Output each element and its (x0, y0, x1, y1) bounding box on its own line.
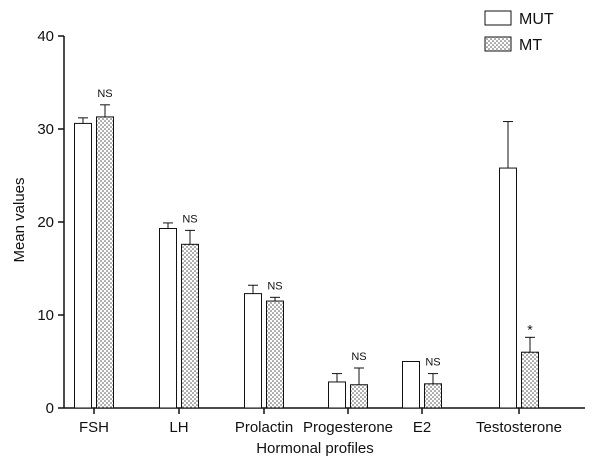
y-tick-label: 30 (37, 121, 54, 138)
y-tick-label: 10 (37, 307, 54, 324)
significance-label: NS (351, 351, 366, 363)
bar-mt (96, 116, 114, 409)
y-tick-label: 20 (37, 214, 54, 231)
y-axis-label: Mean values (11, 177, 28, 262)
bar-mt (424, 383, 442, 409)
legend-label-mut: MUT (519, 11, 554, 28)
legend-swatch-mt (484, 36, 512, 52)
bar-mt (521, 351, 539, 409)
significance-label: NS (97, 88, 112, 100)
bar-mut (244, 293, 262, 409)
x-tick-label: Testosterone (476, 419, 562, 436)
y-tick-label: 0 (46, 400, 54, 417)
legend-label-mt: MT (519, 37, 542, 54)
bar-mut (499, 167, 517, 409)
x-tick-label: Prolactin (235, 419, 293, 436)
significance-label: NS (267, 280, 282, 292)
significance-label: NS (425, 357, 440, 369)
bar-mut (328, 381, 346, 409)
x-tick-label: FSH (79, 419, 109, 436)
bar-mut (402, 361, 420, 409)
bar-mut (159, 228, 177, 409)
y-tick-label: 40 (37, 28, 54, 45)
bar-mt (181, 243, 199, 409)
legend-swatch-mut (484, 10, 512, 26)
significance-label: NS (182, 213, 197, 225)
bar-mt (266, 300, 284, 409)
significance-label: * (527, 321, 533, 337)
bar-mt (350, 384, 368, 409)
bar-mut (74, 122, 92, 409)
x-tick-label: Progesterone (303, 419, 393, 436)
x-tick-label: E2 (413, 419, 431, 436)
x-tick-label: LH (169, 419, 188, 436)
x-axis-label: Hormonal profiles (256, 440, 374, 457)
legend: MUT MT (484, 10, 554, 54)
